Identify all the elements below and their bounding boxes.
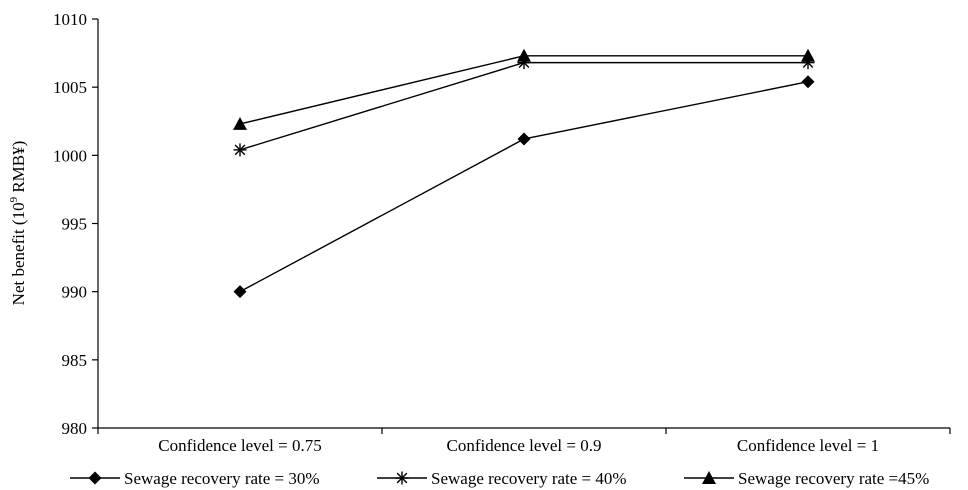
data-point: [517, 48, 531, 62]
y-tick-label: 1000: [53, 146, 87, 165]
y-tick-label: 1010: [53, 10, 87, 29]
legend-marker: [88, 471, 102, 485]
series-triangle: [233, 48, 815, 130]
legend-marker: [702, 471, 716, 484]
data-point: [233, 285, 247, 299]
x-ticks: Confidence level = 0.75 Confidence level …: [97, 428, 951, 455]
legend-marker: [395, 471, 409, 485]
x-tick-label: Confidence level = 0.9: [447, 436, 602, 455]
legend: Sewage recovery rate = 30% Sewage recover…: [70, 469, 929, 488]
x-tick-label: Confidence level = 0.75: [158, 436, 321, 455]
y-tick-label: 980: [62, 419, 88, 438]
data-point: [801, 48, 815, 62]
series-star: [233, 56, 815, 157]
legend-item: Sewage recovery rate = 30%: [70, 469, 320, 488]
series-layer: [233, 48, 815, 299]
y-tick-label: 990: [62, 283, 88, 302]
data-point: [233, 116, 247, 130]
y-axis-label-unit: RMB¥): [9, 141, 28, 197]
x-tick-label: Confidence level = 1: [737, 436, 879, 455]
series-line: [239, 81, 809, 293]
y-ticks: 980 985 990 995 1000 1005 1010: [53, 10, 98, 438]
legend-label: Sewage recovery rate = 40%: [431, 469, 627, 488]
y-tick-label: 995: [62, 215, 88, 234]
y-axis-label: Net benefit (109 RMB¥): [8, 141, 28, 306]
legend-item: Sewage recovery rate = 40%: [377, 469, 627, 488]
series-diamond: [233, 75, 815, 299]
y-axis-label-text: Net benefit (10: [9, 202, 28, 305]
y-tick-label: 1005: [53, 78, 87, 97]
legend-item: Sewage recovery rate =45%: [684, 469, 929, 488]
data-point: [801, 75, 815, 89]
legend-label: Sewage recovery rate =45%: [738, 469, 929, 488]
data-point: [233, 143, 247, 157]
y-axis-label-superscript: 9: [8, 196, 20, 202]
data-point: [517, 132, 531, 146]
axes: [97, 19, 950, 429]
legend-label: Sewage recovery rate = 30%: [124, 469, 320, 488]
y-tick-label: 985: [62, 351, 88, 370]
